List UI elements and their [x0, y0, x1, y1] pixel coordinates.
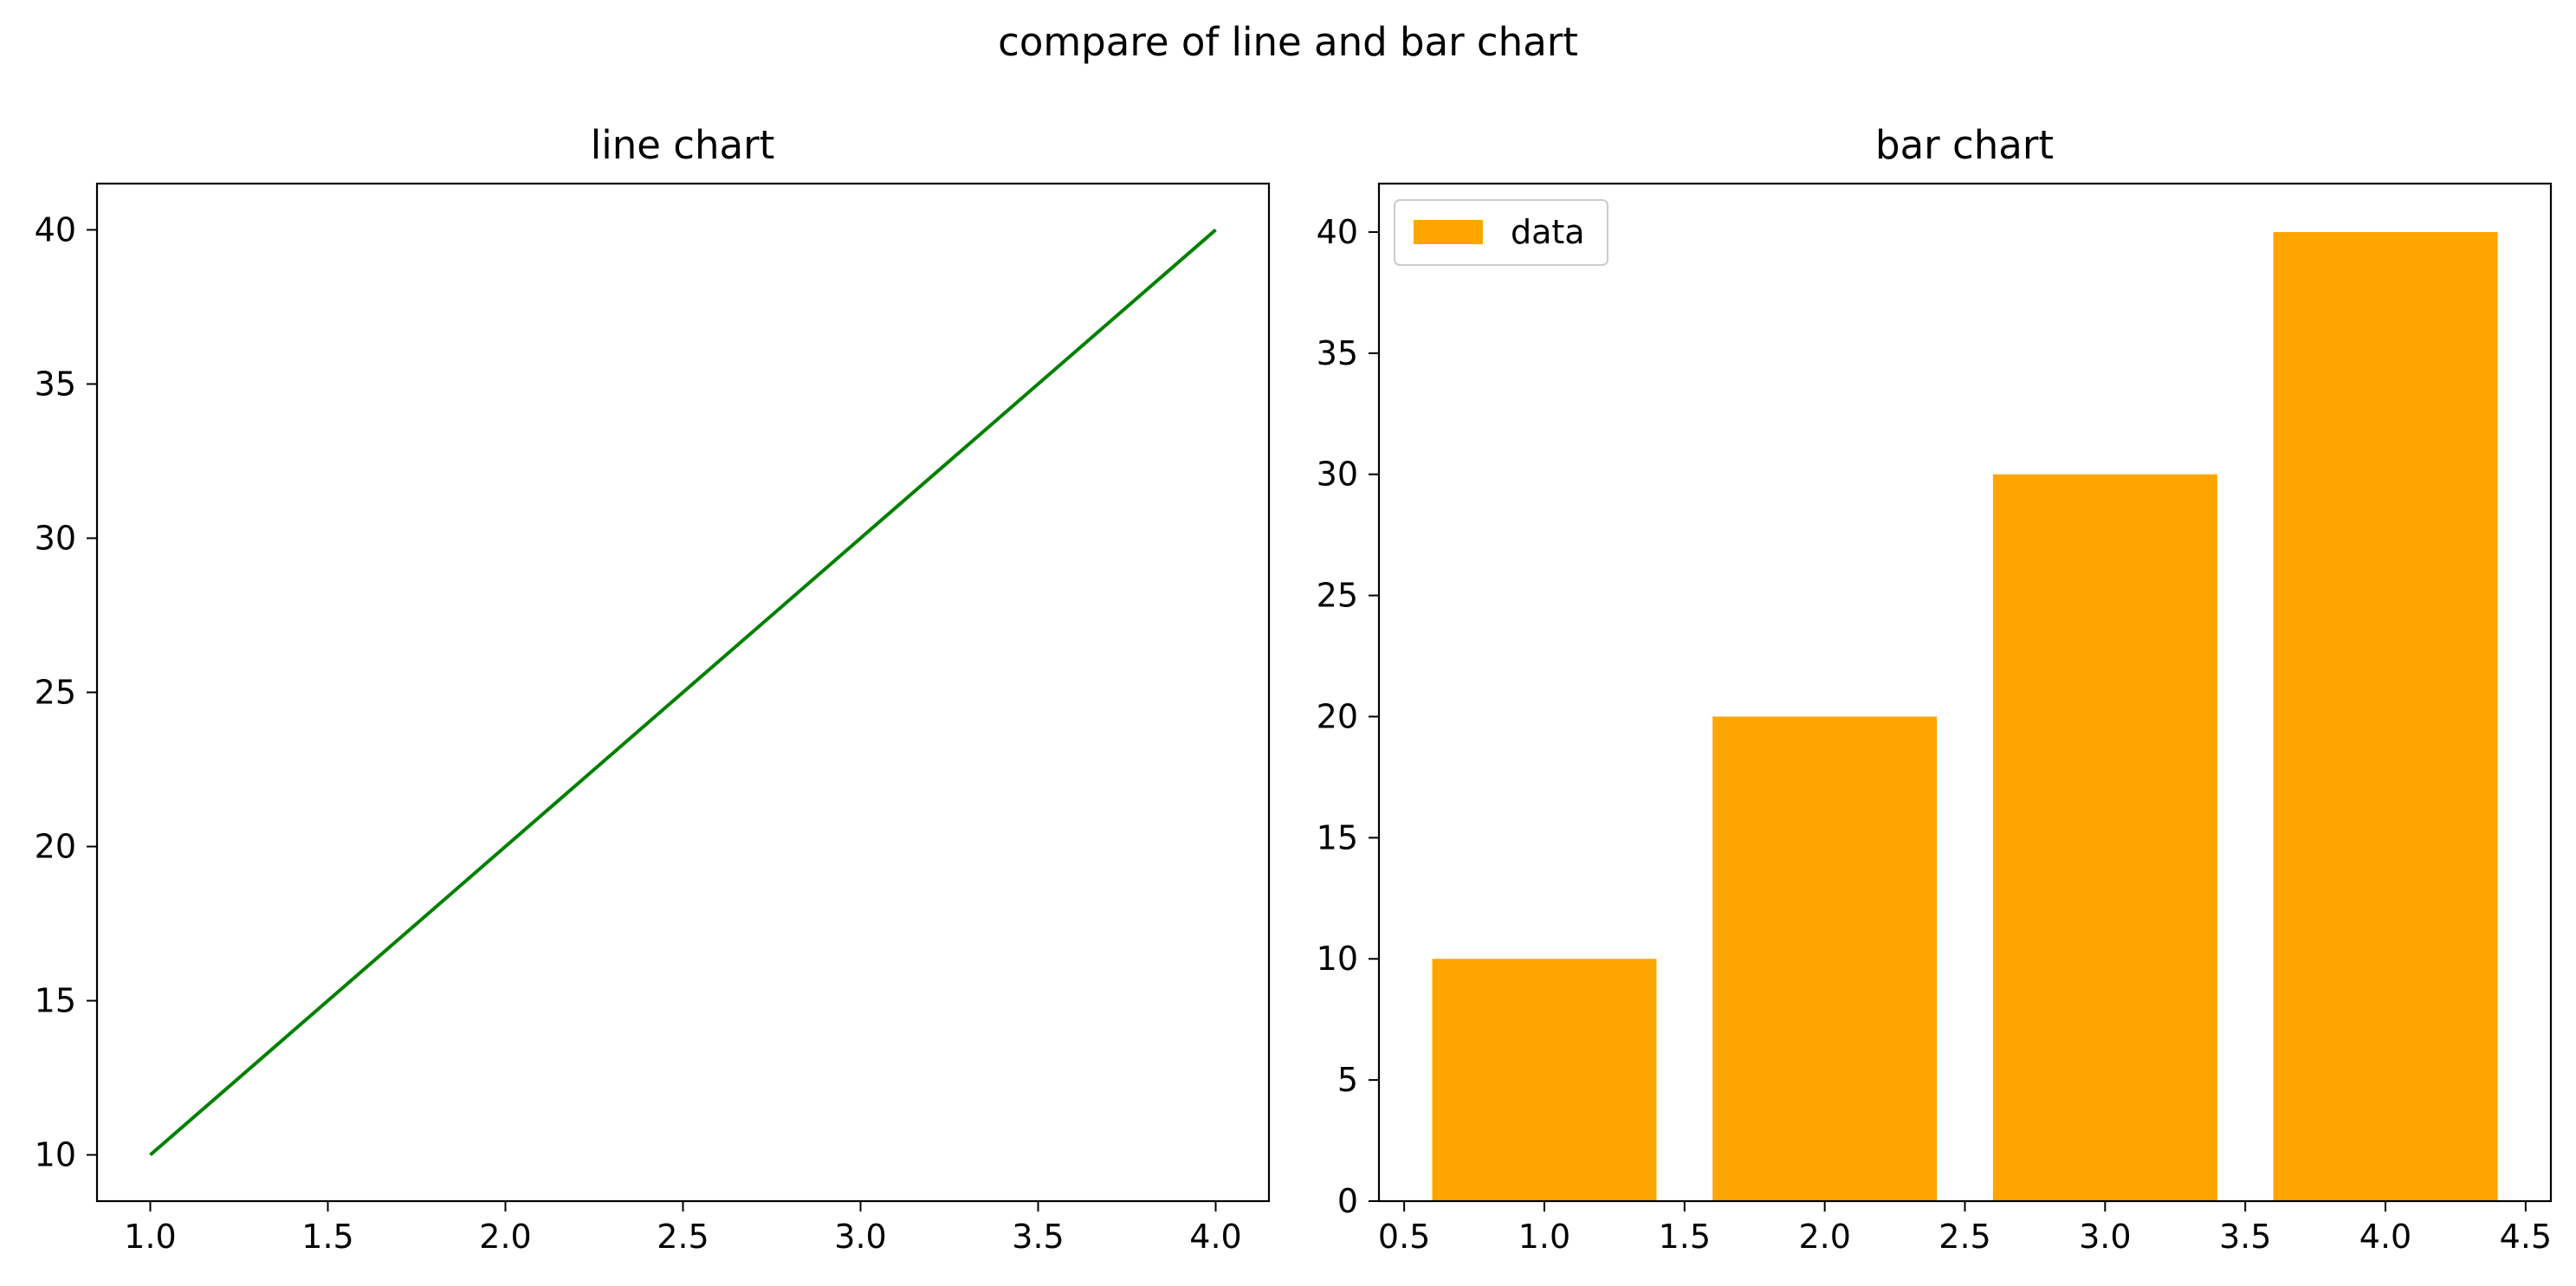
- bar-2: [1712, 716, 1938, 1201]
- bar-chart-panel: bar chart 0.5 1.0 1.5 2.0 2.5 3.0 3.5 4.0 4.5 0 5 1…: [1317, 122, 2553, 1256]
- figure-suptitle: compare of line and bar chart: [998, 19, 1578, 65]
- line-chart-x-tick-label: 3.0: [834, 1218, 886, 1256]
- bar-chart-y-tick-label: 25: [1317, 577, 1358, 615]
- bar-chart-x-tick-label: 0.5: [1378, 1218, 1430, 1256]
- bar-chart-x-tick-label: 2.0: [1798, 1218, 1850, 1256]
- line-chart-title: line chart: [591, 122, 775, 168]
- bar-chart-y-tick-label: 15: [1317, 818, 1358, 856]
- bar-chart-y-tick-label: 10: [1317, 940, 1358, 978]
- line-chart-x-tick-label: 3.5: [1012, 1218, 1064, 1256]
- line-chart-x-tick-label: 4.0: [1189, 1218, 1241, 1256]
- line-chart-y-tick-label: 20: [35, 828, 76, 866]
- line-chart-y-tick-label: 25: [35, 674, 76, 712]
- bar-chart-title: bar chart: [1875, 122, 2054, 168]
- bar-4: [2273, 231, 2498, 1201]
- bar-chart-y-tick-label: 40: [1317, 213, 1358, 251]
- line-chart-x-tick-label: 2.0: [479, 1218, 531, 1256]
- bar-chart-y-tick-label: 35: [1317, 334, 1358, 372]
- line-chart-y-tick-label: 30: [35, 519, 76, 557]
- line-chart-y-tick-label: 40: [35, 210, 76, 249]
- bar-chart-x-tick-label: 3.5: [2219, 1218, 2271, 1256]
- line-series: [149, 228, 1217, 1157]
- line-chart-x-tick-label: 2.5: [657, 1218, 709, 1256]
- bar-chart-x-tick-label: 1.5: [1659, 1218, 1711, 1256]
- bar-chart-x-tick-label: 2.5: [1938, 1218, 1990, 1256]
- legend-swatch-data: [1414, 220, 1483, 244]
- bar-chart-x-tick-label: 4.5: [2500, 1218, 2552, 1256]
- line-chart-y-tick-label: 35: [35, 365, 76, 403]
- line-chart-panel: line chart 1.0 1.5 2.0 2.5 3.0 3.5 4.0 10 15 20 25…: [35, 122, 1271, 1256]
- bar-chart-y-tick-label: 20: [1317, 697, 1358, 735]
- line-chart-x-tick-label: 1.5: [301, 1218, 353, 1256]
- bar-chart-x-tick-label: 4.0: [2359, 1218, 2411, 1256]
- line-chart-y-tick-label: 10: [35, 1136, 76, 1174]
- bar-chart-y-tick-label: 0: [1337, 1182, 1358, 1220]
- bar-chart-x-tick-label: 3.0: [2079, 1218, 2131, 1256]
- bar-chart-x-tick-label: 1.0: [1518, 1218, 1570, 1256]
- bar-chart-axes-frame: [1377, 182, 2553, 1203]
- bar-3: [1992, 474, 2217, 1201]
- bar-1: [1432, 959, 1657, 1201]
- line-chart-y-tick-label: 15: [35, 982, 76, 1020]
- bar-chart-plot-area: 0.5 1.0 1.5 2.0 2.5 3.0 3.5 4.0 4.5 0 5 10 15 20 25 30 3…: [1317, 213, 2552, 1256]
- bar-chart-y-tick-label: 5: [1337, 1061, 1358, 1099]
- line-chart-axes-frame: [95, 182, 1271, 1203]
- legend-frame: [1394, 199, 1608, 266]
- bar-chart-y-tick-label: 30: [1317, 456, 1358, 494]
- line-chart-x-tick-label: 1.0: [124, 1218, 176, 1256]
- legend-label-data: data: [1511, 213, 1585, 251]
- line-chart-plot-area: 1.0 1.5 2.0 2.5 3.0 3.5 4.0 10 15 20 25 30 35 40: [35, 210, 1242, 1256]
- bar-chart-legend: data: [1394, 199, 1608, 266]
